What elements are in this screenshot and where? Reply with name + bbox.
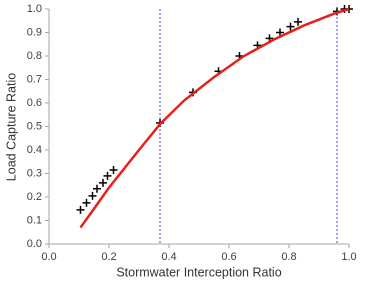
y-tick-label: 0.3	[27, 167, 42, 179]
data-point	[99, 178, 107, 187]
data-point	[294, 17, 302, 26]
data-point	[276, 28, 284, 37]
data-point	[82, 198, 91, 207]
data-point	[103, 171, 112, 180]
x-tick-label: 0.0	[41, 251, 56, 263]
y-tick-label: 0.6	[27, 97, 42, 109]
y-tick-label: 0.0	[27, 238, 42, 250]
y-tick-label: 0.5	[27, 120, 42, 132]
x-axis-title: Stormwater Interception Ratio	[116, 265, 281, 279]
data-point	[286, 22, 295, 31]
data-point	[109, 165, 118, 174]
y-tick-label: 0.4	[27, 144, 42, 156]
x-tick-label: 1.0	[341, 251, 356, 263]
data-point	[76, 205, 85, 214]
x-tick-label: 0.6	[221, 251, 236, 263]
y-tick-label: 0.9	[27, 26, 42, 38]
x-tick-label: 0.8	[281, 251, 296, 263]
x-tick-label: 0.2	[101, 251, 116, 263]
curve	[79, 7, 350, 229]
y-tick-label: 0.8	[27, 50, 42, 62]
data-point	[88, 191, 97, 200]
x-tick-label: 0.4	[161, 251, 176, 263]
data-point	[93, 184, 101, 193]
y-tick-label: 0.1	[27, 214, 42, 226]
y-tick-label: 0.7	[27, 73, 42, 85]
y-tick-label: 1.0	[27, 3, 42, 15]
y-tick-label: 0.2	[27, 191, 42, 203]
y-axis-title: Load Capture Ratio	[4, 73, 18, 181]
